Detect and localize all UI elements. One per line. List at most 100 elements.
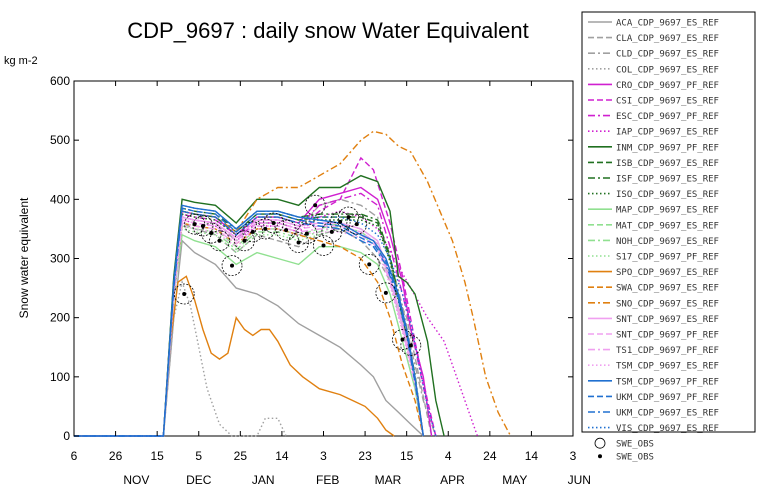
month-label: MAR [375,473,402,487]
obs-circle [338,206,359,228]
x-tick-label: 25 [234,449,248,463]
y-axis-title: Snow water equivalent [17,197,31,318]
series-line [74,279,287,437]
month-label: JUN [568,473,591,487]
legend-label: CSI_CDP_9697_ES_REF [616,97,719,107]
obs-circle [221,255,243,277]
chart-title: CDP_9697 : daily snow Water Equivalent [127,18,529,43]
obs-circle [184,213,205,235]
obs-circle [392,329,413,350]
obs-circle [209,230,230,252]
legend-obs-dot [598,454,602,459]
x-tick-label: 14 [275,449,289,463]
legend-obs-circle [594,437,606,449]
obs-dot [182,292,187,296]
y-tick-label: 0 [63,429,70,443]
obs-dot [284,228,289,233]
series-line [74,204,437,437]
obs-dot [346,215,351,220]
obs-circle [173,283,195,305]
legend-label: COL_CDP_9697_ES_REF [616,65,719,75]
obs-circle [304,194,326,216]
obs-dot [230,263,235,268]
obs-dot [321,243,326,248]
y-tick-label: 100 [50,370,70,384]
legend-label: VIS_CDP_9697_ES_REF [616,424,719,434]
series-line [74,130,512,437]
obs-dot [200,223,205,228]
month-label: NOV [123,473,149,487]
legend-label: SPO_CDP_9697_ES_REF [616,268,719,278]
obs-dot [408,343,413,348]
legend-label: MAP_CDP_9697_ES_REF [616,206,719,216]
series-line [74,219,424,437]
x-tick-label: 14 [525,449,539,463]
plot-area [73,80,574,437]
legend-label: CRO_CDP_9697_PF_REF [616,81,719,91]
legend-label: SWE_OBS [616,440,654,450]
y-unit-label: kg m-2 [4,55,38,67]
legend-label: TS1_CDP_9697_PF_REF [616,346,719,356]
series-line [74,156,437,437]
month-label: FEB [316,473,339,487]
series-line [74,210,424,437]
legend-label: SNT_CDP_9697_PF_REF [616,331,719,341]
series-line [74,213,424,437]
obs-circle [296,223,318,245]
y-tick-label: 500 [50,133,70,147]
obs-circle [234,230,255,252]
x-tick-label: 3 [570,449,577,463]
x-tick-label: 3 [320,449,327,463]
obs-dot [354,222,359,227]
month-label: MAY [502,473,527,487]
observation-markers [173,194,422,356]
obs-circle [321,221,343,243]
legend-box [581,11,756,433]
legend-label: S17_CDP_9697_PF_REF [616,253,719,263]
legend-label: CLD_CDP_9697_ES_REF [616,50,719,60]
obs-dot [242,238,247,243]
legend-label: TSM_CDP_9697_ES_REF [616,362,719,372]
obs-dot [217,238,222,243]
obs-circle [254,218,276,240]
obs-circle [346,213,368,235]
legend-label: SNO_CDP_9697_ES_REF [616,299,719,309]
x-tick-label: 26 [109,449,123,463]
series-line [74,239,424,437]
series-line [74,233,424,437]
obs-circle [242,221,264,243]
legend-label: SNT_CDP_9697_ES_REF [616,315,719,325]
y-tick-label: 400 [50,192,70,206]
plot-frame [73,80,574,437]
legend-label: MAT_CDP_9697_ES_REF [616,221,719,231]
x-tick-label: 15 [400,449,414,463]
legend-label: ISF_CDP_9697_ES_REF [616,175,719,185]
obs-dot [271,221,276,225]
obs-circle [400,335,422,356]
legend-label: UKM_CDP_9697_PF_REF [616,393,719,403]
legend-label: INM_CDP_9697_PF_REF [616,143,719,153]
obs-dot [250,229,255,234]
legend-label: UKM_CDP_9697_ES_REF [616,409,719,419]
axes: 0 100 200 300 400 500 600 6 26 15 5 25 14 3 23 15 4 24 14 3… [50,74,591,487]
obs-circle [275,219,297,241]
legend-label: NOH_CDP_9697_ES_REF [616,237,719,247]
obs-dot [329,229,334,234]
y-tick-label: 200 [50,311,70,325]
x-tick-label: 15 [150,449,164,463]
month-label: JAN [252,473,275,487]
x-tick-label: 5 [195,449,202,463]
series-line [74,174,445,437]
obs-circle [288,232,309,253]
series-lines [74,130,512,437]
x-tick-label: 23 [358,449,372,463]
legend-label: CLA_CDP_9697_ES_REF [616,34,719,44]
series-line [74,222,424,437]
legend-label: ISO_CDP_9697_ES_REF [616,190,719,200]
obs-dot [338,219,343,224]
x-tick-label: 4 [445,449,452,463]
legend-label: ACA_CDP_9697_ES_REF [616,19,719,29]
series-line [74,222,424,437]
obs-circle [358,254,380,275]
